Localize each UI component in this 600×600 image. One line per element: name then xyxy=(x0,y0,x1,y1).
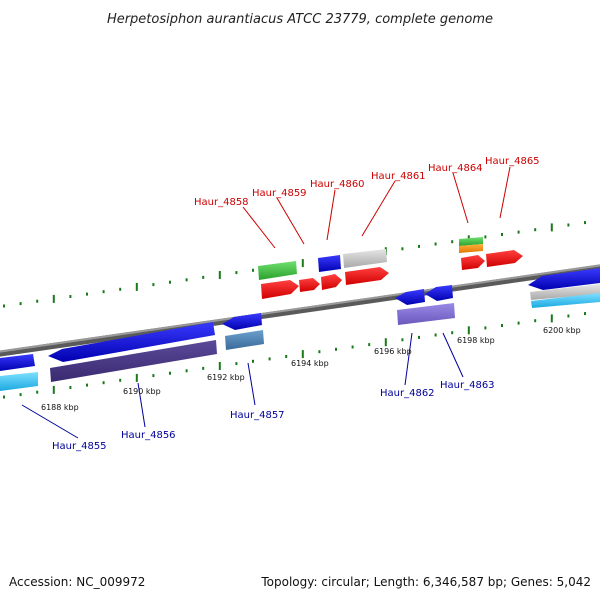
map-title: Herpetosiphon aurantiacus ATCC 23779, co… xyxy=(107,12,493,27)
gene-arrow-haur-4857[interactable] xyxy=(222,313,262,330)
forward-strand-features xyxy=(258,237,523,299)
gene-arrow-haur-4863[interactable] xyxy=(425,285,453,301)
scale-label: 6188 kbp xyxy=(41,403,79,412)
scale-label: 6192 kbp xyxy=(207,373,245,382)
gene-bar[interactable] xyxy=(531,293,600,308)
gene-bar-haur-4860[interactable] xyxy=(318,255,341,272)
gene-label-haur-4860[interactable]: Haur_4860 xyxy=(310,179,365,190)
accession-text: Accession: NC_009972 xyxy=(9,575,145,589)
gene-arrow-haur-4865[interactable] xyxy=(486,250,523,267)
gene-arrow[interactable] xyxy=(0,354,35,371)
gene-bar-haur-4858[interactable] xyxy=(258,261,297,280)
gene-label-haur-4862[interactable]: Haur_4862 xyxy=(380,388,435,399)
scale-label: 6200 kbp xyxy=(543,326,581,335)
gene-bar-haur-4862-4863[interactable] xyxy=(397,303,455,325)
gene-label-haur-4856[interactable]: Haur_4856 xyxy=(121,430,176,441)
gene-label-haur-4863[interactable]: Haur_4863 xyxy=(440,380,495,391)
gene-label-haur-4859[interactable]: Haur_4859 xyxy=(252,188,307,199)
reverse-labels: Haur_4855 Haur_4856 Haur_4857 Haur_4862 … xyxy=(21,332,495,452)
genome-summary-text: Topology: circular; Length: 6,346,587 bp… xyxy=(260,575,591,589)
gene-arrow-haur-4859[interactable] xyxy=(299,278,320,292)
scale-label: 6198 kbp xyxy=(457,336,495,345)
gene-arrow-haur-4860[interactable] xyxy=(321,274,342,290)
gene-label-haur-4858[interactable]: Haur_4858 xyxy=(194,197,249,208)
reverse-strand-features xyxy=(0,268,600,391)
gene-bar-haur-4857[interactable] xyxy=(225,330,264,350)
gene-arrow-haur-4864[interactable] xyxy=(461,255,485,270)
gene-arrow-haur-4861[interactable] xyxy=(345,267,389,285)
lower-tick-row xyxy=(3,312,586,399)
scale-labels: 6188 kbp 6190 kbp 6192 kbp 6194 kbp 6196… xyxy=(41,326,581,412)
gene-bar[interactable] xyxy=(0,372,38,391)
gene-arrow[interactable] xyxy=(528,268,600,290)
gene-bar[interactable] xyxy=(530,284,600,300)
forward-labels: Haur_4858 Haur_4859 Haur_4860 Haur_4861 … xyxy=(194,156,540,249)
gene-label-haur-4865[interactable]: Haur_4865 xyxy=(485,156,540,167)
gene-label-haur-4855[interactable]: Haur_4855 xyxy=(52,441,107,452)
scale-label: 6190 kbp xyxy=(123,387,161,396)
gene-label-haur-4864[interactable]: Haur_4864 xyxy=(428,163,483,174)
genome-backbone xyxy=(0,264,600,357)
gene-label-haur-4857[interactable]: Haur_4857 xyxy=(230,410,285,421)
gene-arrow-haur-4862[interactable] xyxy=(395,289,425,305)
scale-label: 6194 kbp xyxy=(291,359,329,368)
gene-bar-haur-4864-green[interactable] xyxy=(459,237,483,246)
gene-label-haur-4861[interactable]: Haur_4861 xyxy=(371,171,426,182)
gene-bar-haur-4864-orange[interactable] xyxy=(459,244,483,253)
gene-bar-haur-4856[interactable] xyxy=(50,340,217,382)
gene-bar-haur-4861[interactable] xyxy=(343,249,387,268)
gene-arrow-haur-4858[interactable] xyxy=(261,280,299,299)
scale-label: 6196 kbp xyxy=(374,347,412,356)
gene-arrow-haur-4856[interactable] xyxy=(48,322,215,362)
